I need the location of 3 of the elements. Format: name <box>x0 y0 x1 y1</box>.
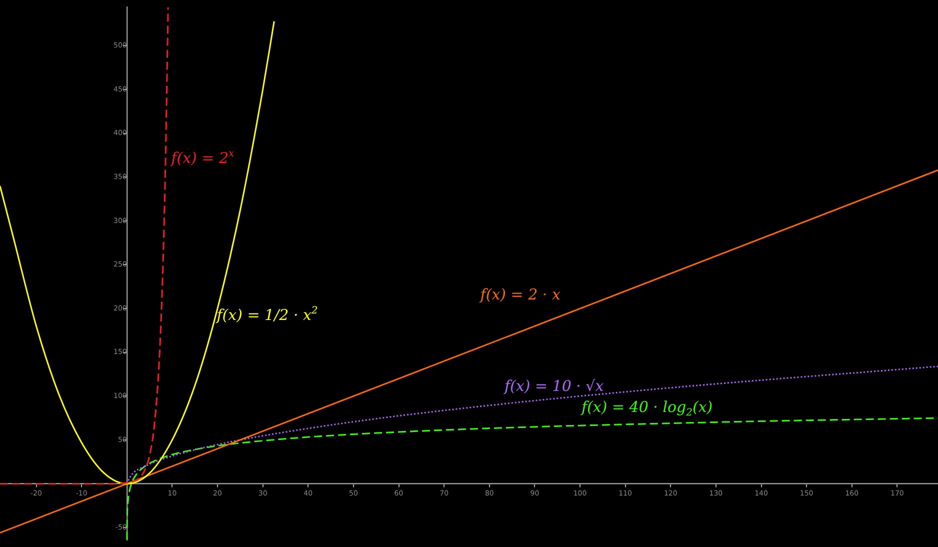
annotation: f(x) = 10 · √x <box>503 376 604 395</box>
annotation: f(x) = 2 · x <box>479 286 561 304</box>
line-series <box>0 7 169 484</box>
